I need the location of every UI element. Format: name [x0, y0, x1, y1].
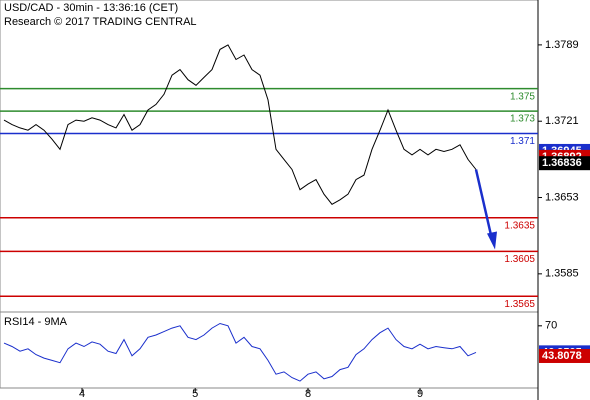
x-tick-label: 5 [192, 388, 198, 400]
chart-title: USD/CAD - 30min - 13:36:16 (CET) [4, 2, 178, 14]
rsi-title: RSI14 - 9MA [4, 316, 68, 328]
y-tick-label: 1.3789 [545, 39, 579, 51]
level-label: 1.375 [510, 91, 535, 102]
price-marker [539, 156, 590, 171]
x-tick-label: 8 [305, 388, 311, 400]
level-label: 1.3635 [504, 220, 535, 231]
x-tick-label: 9 [417, 388, 423, 400]
level-label: 1.3565 [504, 299, 535, 310]
y-tick-label: 1.3653 [545, 191, 579, 203]
y-tick-label: 1.3721 [545, 115, 579, 127]
x-tick-label: 4 [79, 388, 85, 400]
y-tick-label: 1.3585 [545, 268, 579, 280]
price-marker [539, 348, 590, 363]
forecast-arrowhead [487, 231, 497, 250]
price-marker-label: 43.8078 [542, 350, 582, 362]
forecast-arrow [474, 169, 494, 240]
price-marker-label: 1.36836 [542, 157, 582, 169]
rsi-line [3, 322, 477, 382]
level-label: 1.373 [510, 114, 535, 125]
level-label: 1.371 [510, 136, 535, 147]
plot-frame [0, 0, 539, 389]
level-label: 1.3605 [504, 254, 535, 265]
rsi-tick-label: 70 [545, 320, 557, 332]
chart-subtitle: Research © 2017 TRADING CENTRAL [4, 16, 197, 28]
price-line [3, 44, 477, 205]
